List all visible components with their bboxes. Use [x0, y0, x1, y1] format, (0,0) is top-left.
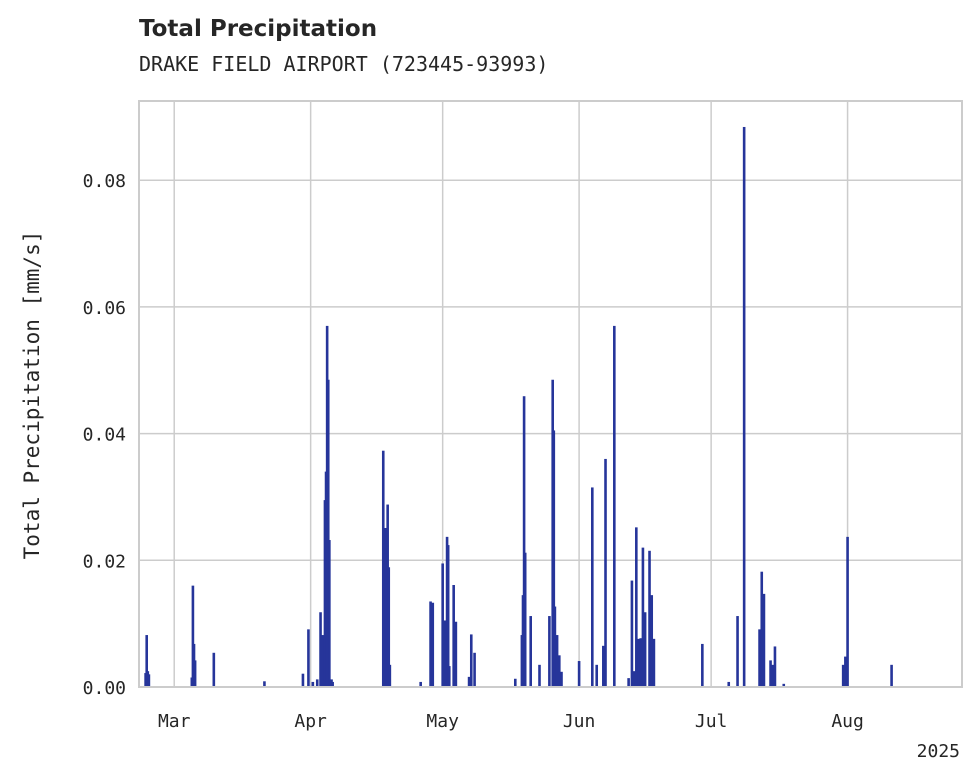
- precip-bar: [844, 656, 847, 687]
- precip-bar: [191, 585, 195, 687]
- precip-bar: [639, 638, 643, 687]
- chart-subtitle: DRAKE FIELD AIRPORT (723445-93993): [139, 52, 549, 76]
- precip-bar: [782, 683, 786, 687]
- chart-title: Total Precipitation: [139, 16, 378, 42]
- plot-frame: [138, 100, 963, 688]
- precip-bar: [595, 664, 599, 687]
- precip-bar: [513, 678, 517, 687]
- y-axis-label: Total Precipitation [mm/s]: [20, 231, 44, 560]
- precip-bar: [701, 643, 704, 687]
- precip-bar: [613, 325, 616, 687]
- precip-bar: [769, 660, 772, 687]
- precip-bar: [301, 673, 305, 687]
- precip-bar: [263, 681, 266, 687]
- precip-bar: [771, 664, 775, 687]
- precip-bar: [452, 585, 455, 687]
- precip-bar: [648, 550, 651, 687]
- precip-bar: [523, 552, 527, 687]
- precip-bar: [846, 536, 849, 687]
- precip-bar: [454, 621, 458, 687]
- x-axis-year-label: 2025: [917, 741, 960, 762]
- precip-bar: [841, 664, 845, 687]
- precip-bar: [650, 595, 654, 687]
- precip-bar: [446, 545, 450, 687]
- grid-lines: [139, 101, 962, 688]
- x-tick-label: Mar: [158, 711, 191, 732]
- precip-bar: [529, 616, 532, 687]
- precip-bar: [307, 629, 310, 687]
- precip-bar: [522, 396, 526, 687]
- precip-bar: [387, 567, 391, 687]
- y-axis-ticks: 0.00 0.02 0.04 0.06 0.08: [83, 171, 126, 699]
- precip-bar: [641, 547, 645, 687]
- x-tick-label: Apr: [294, 711, 327, 732]
- precip-bar: [742, 126, 746, 687]
- precip-bar: [727, 681, 731, 687]
- precip-bar: [890, 664, 893, 687]
- x-tick-label: Jun: [563, 711, 596, 732]
- precip-bar: [212, 652, 216, 687]
- precip-bar: [311, 681, 315, 687]
- precip-bar: [381, 450, 385, 687]
- precip-bar: [627, 678, 630, 687]
- precip-bar: [431, 602, 435, 687]
- x-axis-ticks: Mar Apr May Jun Jul Aug: [158, 711, 864, 732]
- precip-bar: [760, 571, 764, 687]
- precip-bar: [558, 655, 561, 687]
- precip-bar: [652, 638, 656, 687]
- precip-bar: [553, 606, 557, 687]
- x-tick-label: May: [426, 711, 459, 732]
- precip-bar: [319, 612, 322, 687]
- precip-bar: [326, 379, 330, 687]
- precip-bar: [419, 681, 422, 687]
- y-tick-label: 0.06: [83, 298, 126, 319]
- precip-bar: [591, 487, 594, 687]
- x-tick-label: Aug: [831, 711, 864, 732]
- precip-bar: [447, 666, 451, 687]
- y-tick-label: 0.08: [83, 171, 126, 192]
- precip-bar: [388, 664, 392, 687]
- precip-bar: [321, 635, 325, 687]
- precip-bar: [147, 674, 151, 687]
- precip-bar: [328, 540, 331, 687]
- precip-bar: [443, 620, 447, 687]
- precip-bar: [548, 616, 551, 687]
- precip-bar: [552, 430, 556, 687]
- precip-bar: [473, 652, 476, 687]
- precip-bar: [560, 671, 563, 687]
- precip-bar: [441, 563, 444, 687]
- precip-bar: [635, 527, 638, 687]
- precip-bar: [632, 671, 636, 687]
- precip-bar: [538, 664, 541, 687]
- precip-bar: [193, 660, 197, 687]
- precip-bar: [602, 645, 605, 687]
- precip-bar: [762, 593, 766, 687]
- precipitation-bars: [144, 126, 893, 687]
- precip-bar: [145, 635, 149, 687]
- precip-bar: [637, 638, 640, 687]
- y-tick-label: 0.02: [83, 551, 126, 572]
- precip-bar: [469, 634, 473, 687]
- precip-bar: [773, 646, 777, 687]
- precip-bar: [643, 612, 647, 687]
- precip-bar: [758, 629, 761, 687]
- x-tick-label: Jul: [695, 711, 728, 732]
- precip-bar: [630, 580, 634, 687]
- precip-bar: [384, 527, 387, 687]
- precip-bar: [467, 676, 471, 687]
- precip-bar: [577, 661, 581, 687]
- precip-bar: [429, 601, 432, 687]
- y-tick-label: 0.04: [83, 425, 126, 446]
- precip-bar: [331, 681, 334, 687]
- precip-bar: [604, 458, 607, 687]
- precip-bar: [736, 616, 739, 687]
- precip-bar: [555, 635, 559, 687]
- y-tick-label: 0.00: [83, 678, 126, 699]
- precip-bar: [315, 679, 319, 687]
